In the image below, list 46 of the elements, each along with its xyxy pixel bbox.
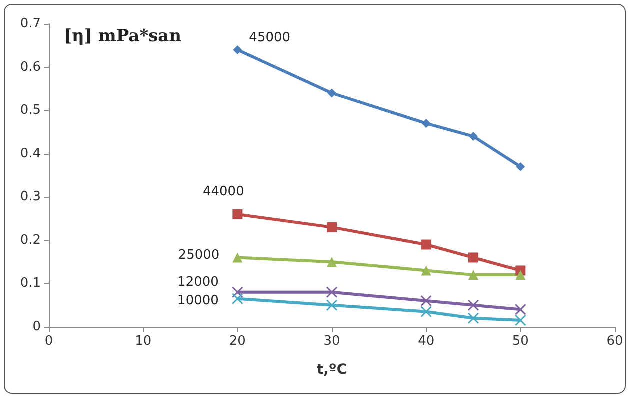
x-tick-label: 40	[418, 334, 435, 349]
point	[328, 88, 336, 98]
series-label: 44000	[202, 184, 244, 200]
x-tick-label: 60	[606, 334, 624, 349]
y-axis-title: [η] mPa*san	[64, 26, 182, 46]
point	[422, 119, 431, 128]
x-axis-title: t,ºC	[316, 362, 348, 378]
point	[468, 252, 478, 263]
point	[468, 270, 478, 280]
x-tick-label: 10	[135, 334, 152, 349]
x-tick-label: 50	[512, 334, 529, 349]
point	[232, 286, 244, 298]
point	[327, 257, 337, 268]
point	[232, 209, 243, 220]
point	[232, 293, 244, 305]
point	[233, 45, 242, 54]
y-tick-label: 0.5	[20, 103, 41, 118]
point	[514, 304, 526, 316]
point	[468, 300, 480, 312]
point	[326, 286, 338, 298]
series-label: 45000	[249, 30, 291, 46]
y-tick-label: 0	[32, 320, 41, 334]
point	[516, 162, 526, 172]
point	[516, 270, 526, 280]
point	[420, 295, 432, 307]
point	[514, 314, 526, 326]
point	[232, 252, 243, 263]
point	[326, 300, 338, 312]
series-label: 12000	[178, 274, 219, 290]
x-tick-label: 0	[44, 334, 54, 349]
point	[468, 312, 480, 324]
y-tick-label: 0.3	[20, 190, 41, 205]
point	[421, 266, 432, 276]
point	[327, 222, 337, 232]
y-tick-label: 0.7	[20, 16, 41, 32]
point	[469, 132, 478, 142]
series-label: 10000	[178, 293, 219, 308]
y-tick-label: 0.2	[20, 232, 41, 248]
y-tick-label: 0.1	[20, 276, 41, 292]
point	[421, 240, 432, 250]
x-tick-label: 30	[324, 334, 340, 349]
y-tick-label: 0.4	[20, 146, 41, 162]
series-label: 25000	[178, 248, 220, 264]
x-tick-label: 20	[229, 334, 246, 349]
point	[420, 306, 432, 318]
y-tick-label: 0.6	[20, 60, 41, 75]
